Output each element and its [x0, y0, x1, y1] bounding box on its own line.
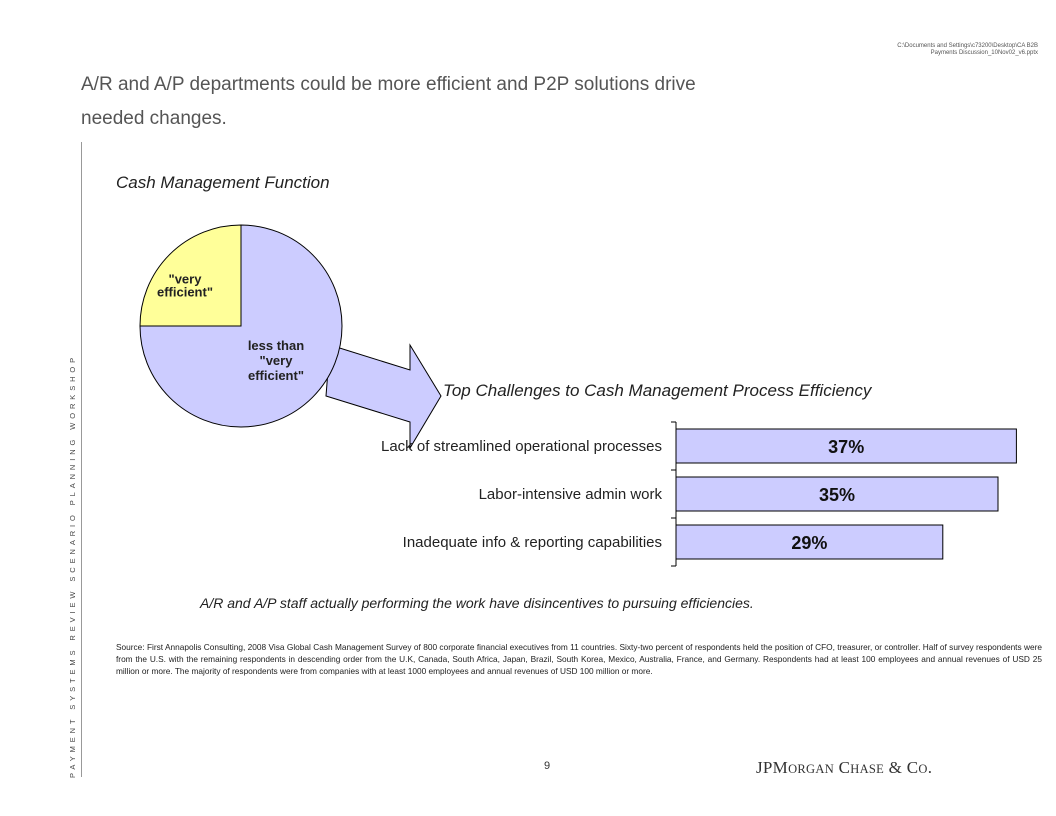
file-path: C:\Documents and Settings\c73200\Desktop… [790, 43, 1038, 57]
pie-slice-label-2: less than "very efficient" [248, 338, 304, 383]
page-title-line-1: A/R and A/P departments could be more ef… [81, 74, 696, 95]
page-title: A/R and A/P departments could be more ef… [81, 68, 881, 136]
bar-value-label-2: 35% [819, 485, 855, 505]
page-number: 9 [544, 760, 551, 772]
conclusion-text: A/R and A/P staff actually performing th… [200, 595, 754, 611]
source-note: Source: First Annapolis Consulting, 2008… [116, 642, 1042, 677]
bar-category-label-3: Inadequate info & reporting capabilities [403, 534, 662, 551]
page-title-line-2: needed changes. [81, 108, 227, 129]
pie-chart-title: Cash Management Function [116, 173, 330, 192]
pie-slice-2 [139, 224, 343, 428]
bar-3 [675, 524, 944, 560]
pie-slice-label-1: "very efficient" [157, 272, 213, 300]
file-path-line-2: Payments Discussion_10Nov02_v6.pptx [930, 50, 1038, 56]
bar-2 [675, 476, 999, 512]
pie-chart: "very efficient" less than "very efficient" [139, 224, 343, 428]
bar-category-label-1: Lack of streamlined operational processe… [381, 438, 662, 455]
bar-value-label-1: 37% [828, 437, 864, 457]
bar-chart-title: Top Challenges to Cash Management Proces… [443, 381, 872, 400]
bar-category-label-2: Labor-intensive admin work [479, 486, 663, 503]
flow-arrow [325, 343, 442, 450]
pie-slice-1 [139, 224, 242, 327]
divider-line [81, 142, 82, 777]
company-logo: JPMORGAN CHASE & CO. [756, 758, 933, 777]
file-path-line-1: C:\Documents and Settings\c73200\Desktop… [897, 43, 1038, 49]
bar-value-label-3: 29% [791, 533, 827, 553]
bar-chart: 37% Lack of streamlined operational proce… [381, 421, 1017, 567]
bar-1 [675, 428, 1017, 464]
